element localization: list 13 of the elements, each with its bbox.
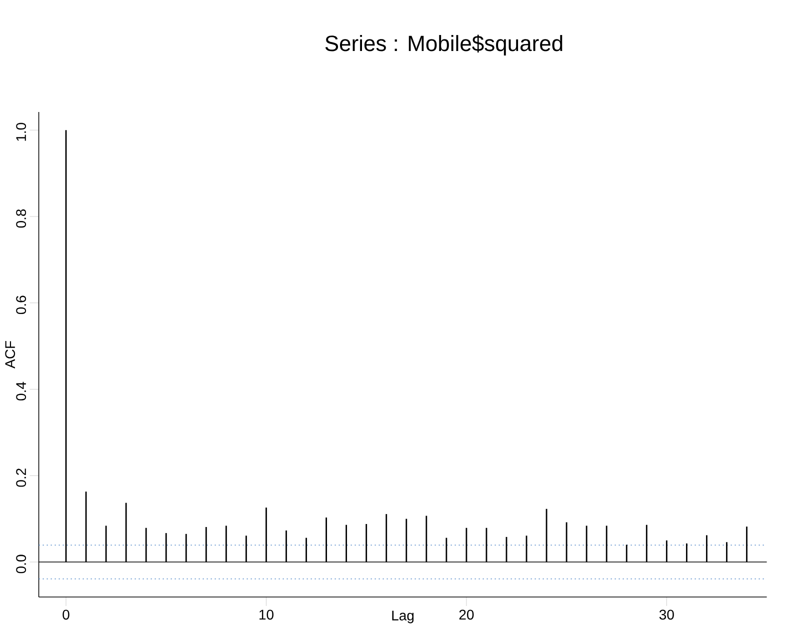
y-axis-title: ACF [5, 341, 16, 368]
x-axis-title: Lag [392, 610, 414, 624]
y-tick-label: 0.0 [16, 554, 26, 574]
x-tick-label: 10 [260, 610, 274, 620]
x-tick-label: 0 [62, 610, 70, 620]
y-tick-label: 0.6 [16, 296, 26, 314]
chart-title: Series : Mobile$squared [325, 34, 562, 56]
x-tick-label: 30 [659, 610, 674, 620]
y-tick-label: 0.8 [16, 209, 26, 228]
y-tick-label: 0.2 [16, 468, 26, 487]
y-tick-label: 0.4 [16, 382, 26, 400]
y-tick-label: 1.0 [16, 122, 26, 141]
x-tick-label: 20 [459, 610, 474, 620]
